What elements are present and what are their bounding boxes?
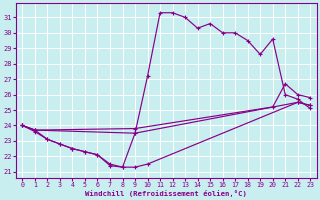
X-axis label: Windchill (Refroidissement éolien,°C): Windchill (Refroidissement éolien,°C) — [85, 190, 247, 197]
